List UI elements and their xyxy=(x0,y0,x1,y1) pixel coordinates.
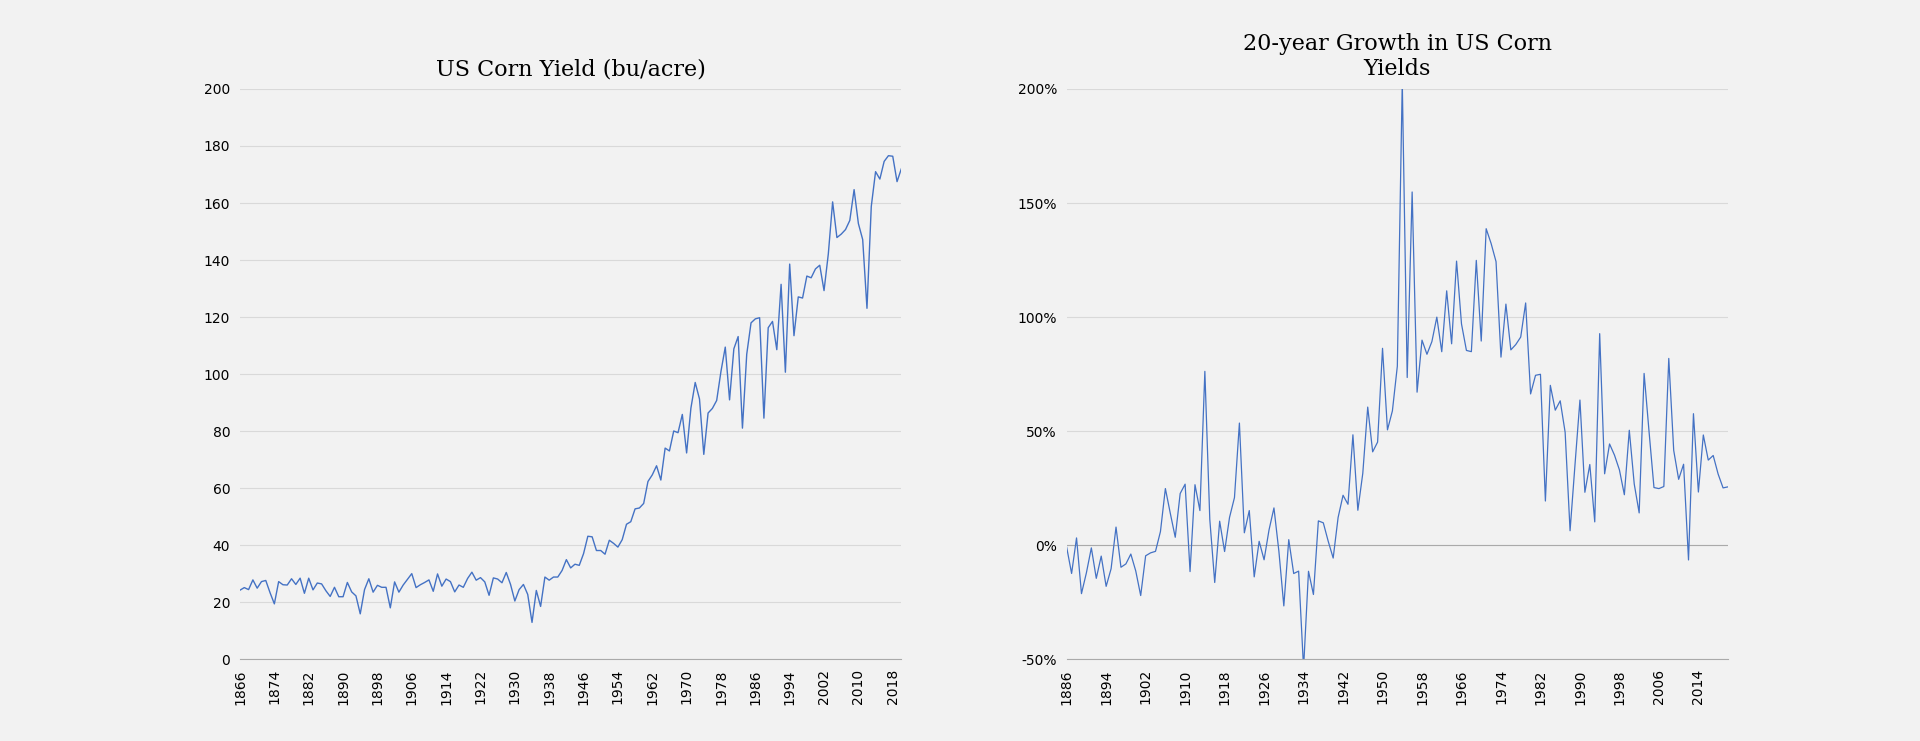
Title: US Corn Yield (bu/acre): US Corn Yield (bu/acre) xyxy=(436,58,707,80)
Title: 20-year Growth in US Corn
Yields: 20-year Growth in US Corn Yields xyxy=(1242,33,1551,80)
